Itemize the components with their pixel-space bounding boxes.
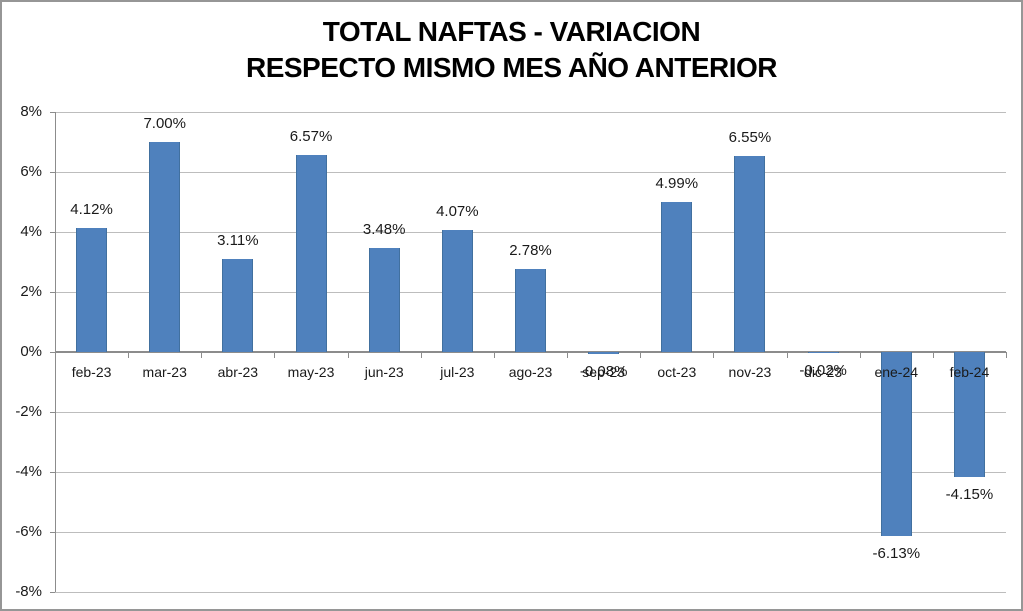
x-axis-category-label: jul-23 [440,364,475,380]
bar-ago-23 [515,268,546,352]
gridline [55,172,1006,173]
y-axis-tick-mark [50,172,55,173]
data-label: -0.08% [579,363,628,381]
data-label: 7.00% [143,115,186,132]
bar-oct-23 [661,202,693,352]
y-axis-tick-label: 4% [20,223,42,240]
data-label: -6.13% [872,544,921,562]
bar-dic-23 [807,352,839,353]
x-axis-category-label: abr-23 [217,364,259,380]
x-axis-category-label: jun-23 [364,364,404,380]
bar-nov-23 [734,155,766,352]
y-axis-tick-label: -8% [15,583,42,600]
x-axis-tick-mark [274,352,275,358]
y-axis-tick-label: 2% [20,283,42,300]
data-label: 4.07% [436,202,479,220]
y-axis-tick-mark [50,352,55,353]
x-axis-tick-mark [1006,352,1007,358]
bar-feb-23 [76,228,108,352]
x-axis-tick-mark [128,352,129,358]
x-axis-category-label: nov-23 [728,364,772,380]
data-label: -4.15% [945,485,994,503]
y-axis-tick-label: 8% [20,103,42,120]
x-axis-category-label: feb-24 [949,364,990,380]
y-axis-tick-mark [50,412,55,413]
x-axis-tick-mark [933,352,934,358]
data-label: 4.99% [655,175,699,193]
x-axis-tick-mark [55,352,56,358]
x-axis-tick-mark [860,352,861,358]
y-axis-tick-label: -6% [15,523,42,540]
x-axis-tick-mark [348,352,349,358]
chart-title: TOTAL NAFTAS - VARIACION RESPECTO MISMO … [2,14,1021,86]
gridline [55,472,1006,473]
plot-area: 4.12% feb-23 7.00% mar-23 3.11% abr-23 6.57% ma… [55,112,1007,593]
y-axis-tick-mark [50,592,55,593]
x-axis-line [55,351,1006,353]
y-axis-tick-label: -4% [15,463,42,480]
x-axis-tick-mark [421,352,422,358]
x-axis-tick-mark [201,352,202,358]
chart-title-line2: RESPECTO MISMO MES AÑO ANTERIOR [245,52,778,83]
x-axis-category-label: oct-23 [657,364,697,380]
y-axis-tick-label: -2% [15,403,42,420]
gridline [55,532,1006,533]
data-label: 6.57% [289,127,333,145]
data-label: 3.48% [362,220,406,238]
bar-jun-23 [368,247,400,352]
x-axis-category-label: mar-23 [142,364,187,380]
y-axis-tick-mark [50,472,55,473]
x-axis-category-label: sep-23 [582,364,626,380]
bar-jul-23 [441,229,473,352]
gridline [55,112,1006,113]
y-axis-tick-label: 6% [20,163,42,180]
data-label: 2.78% [509,241,552,259]
y-axis-tick-mark [50,112,55,113]
x-axis-category-label: dic-23 [804,364,843,380]
bar-mar-23 [149,142,181,352]
bar-may-23 [295,154,327,352]
y-axis-tick-mark [50,532,55,533]
x-axis-category-label: may-23 [287,364,335,380]
x-axis-category-label: feb-23 [71,364,112,380]
x-axis-tick-mark [787,352,788,358]
y-axis-tick-mark [50,292,55,293]
chart-title-line1: TOTAL NAFTAS - VARIACION [322,16,701,47]
x-axis-tick-mark [640,352,641,358]
x-axis-tick-mark [567,352,568,358]
x-axis-category-label: ago-23 [508,364,553,380]
bar-sep-23 [588,352,620,355]
data-label: 6.55% [728,128,772,146]
gridline [55,412,1006,413]
data-label: 4.12% [70,201,113,219]
y-axis-tick-label: 0% [20,343,42,360]
y-axis-tick-mark [50,232,55,233]
bar-feb-24 [953,352,985,477]
x-axis-tick-mark [713,352,714,358]
bar-abr-23 [222,258,254,352]
bar-ene-24 [880,352,912,536]
gridline [55,232,1006,233]
data-label: -0.02% [799,361,847,379]
x-axis-category-label: ene-24 [874,364,919,380]
data-label: 3.11% [217,231,259,249]
x-axis-tick-mark [494,352,495,358]
gridline [55,592,1006,593]
